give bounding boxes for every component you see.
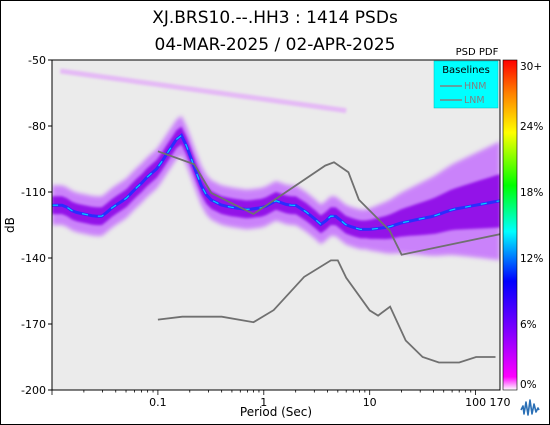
- y-tick-label: -140: [21, 252, 46, 265]
- baseline-hnm: [157, 150, 500, 256]
- iris-waveform-logo-icon: [519, 396, 541, 418]
- colorbar-tick-label: 30+: [520, 61, 542, 73]
- plot-border: [51, 59, 501, 391]
- y-tick-label: -200: [21, 384, 46, 397]
- x-tick-label: 1: [260, 396, 267, 409]
- y-tick-label: -50: [28, 54, 46, 67]
- legend-title: Baselines: [442, 65, 490, 76]
- pdf-ridge-peak: [52, 134, 500, 230]
- baseline-curves: [157, 150, 500, 364]
- y-axis-label: dB: [3, 217, 17, 233]
- colorbar: [502, 59, 518, 391]
- y-tick-label: -110: [21, 186, 46, 199]
- baselines-legend: Baselines HNM LNM: [433, 60, 499, 109]
- x-tick-label: 0.1: [149, 396, 167, 409]
- axes: -50 -80 -110 -140 -170 -200 0.1 1 10 100 170 Period…: [3, 54, 511, 419]
- colorbar-tick-label: 18%: [520, 187, 543, 199]
- pdf-inner-band: [52, 126, 500, 240]
- colorbar-title: PSD PDF: [456, 47, 499, 58]
- x-tick-label: 170: [490, 396, 511, 409]
- legend-lnm-label: LNM: [464, 95, 485, 106]
- x-axis-label: Period (Sec): [240, 405, 312, 419]
- colorbar-tick-label: 24%: [520, 121, 543, 133]
- chart-subtitle: 04-MAR-2025 / 02-APR-2025: [154, 35, 396, 55]
- x-tick-label: 100: [465, 396, 486, 409]
- x-tick-label: 10: [363, 396, 377, 409]
- y-tick-label: -80: [28, 120, 46, 133]
- colorbar-tick-label: 0%: [520, 379, 537, 391]
- pdf-faint-band: [60, 68, 347, 114]
- psd-pdf-density: [52, 68, 500, 261]
- legend-hnm-label: HNM: [464, 81, 486, 92]
- colorbar-tick-label: 6%: [520, 319, 537, 331]
- colorbar-ticks: 30+ 24% 18% 12% 6% 0%: [520, 61, 543, 391]
- chart-title: XJ.BRS10.--.HH3 : 1414 PSDs: [152, 8, 398, 28]
- y-tick-label: -170: [21, 318, 46, 331]
- colorbar-tick-label: 12%: [520, 253, 543, 265]
- baseline-lnm: [157, 259, 496, 364]
